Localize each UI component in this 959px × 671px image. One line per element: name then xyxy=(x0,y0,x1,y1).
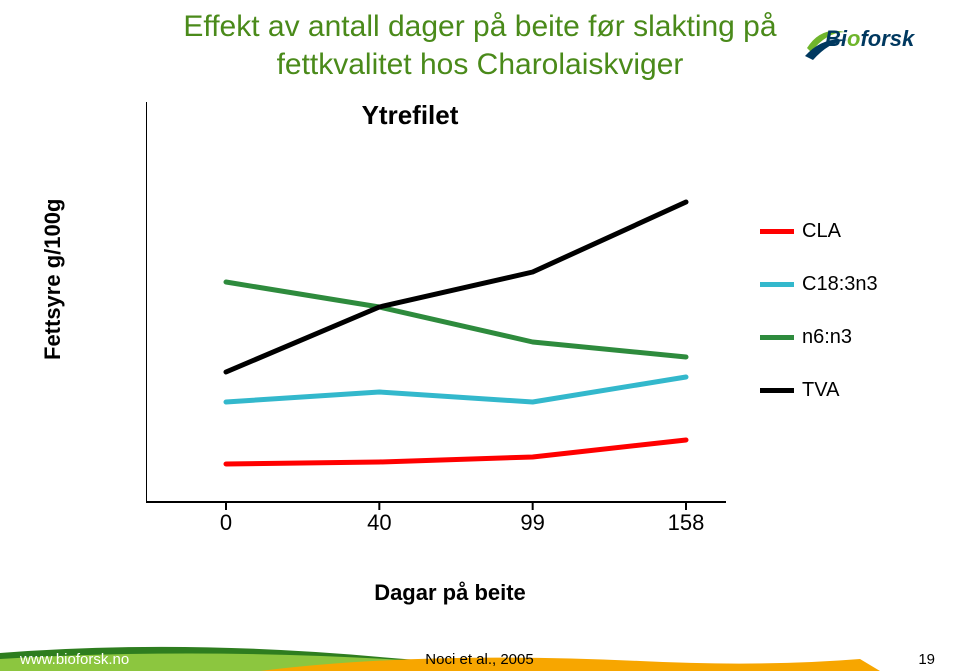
legend-label: TVA xyxy=(802,379,839,402)
logo-text: Bioforsk xyxy=(825,26,914,52)
legend-item-n6:n3: n6:n3 xyxy=(760,326,890,349)
legend: CLA C18:3n3 n6:n3 TVA xyxy=(760,220,890,432)
legend-swatch xyxy=(760,335,794,340)
slide-title: Effekt av antall dager på beite før slak… xyxy=(40,8,920,83)
chart-container: Ytrefilet Fettsyre g/100g 01234 04099158… xyxy=(80,100,880,600)
legend-swatch xyxy=(760,282,794,287)
legend-item-TVA: TVA xyxy=(760,379,890,402)
svg-text:0: 0 xyxy=(220,510,232,532)
page-number: 19 xyxy=(918,651,935,668)
footer-citation: Noci et al., 2005 xyxy=(0,651,959,668)
legend-item-C18:3n3: C18:3n3 xyxy=(760,273,890,296)
legend-label: CLA xyxy=(802,220,841,243)
series-n6:n3 xyxy=(226,282,686,357)
line-chart: 01234 04099158 xyxy=(146,102,746,532)
svg-text:40: 40 xyxy=(367,510,391,532)
axes xyxy=(146,102,726,502)
title-line1: Effekt av antall dager på beite før slak… xyxy=(183,10,776,43)
legend-swatch xyxy=(760,229,794,234)
x-axis-label: Dagar på beite xyxy=(120,580,780,606)
series-C18:3n3 xyxy=(226,377,686,402)
x-ticks: 0 40 99 158 xyxy=(220,502,704,532)
title-line2: fettkvalitet hos Charolaiskviger xyxy=(277,48,684,81)
legend-swatch xyxy=(760,388,794,393)
series-TVA xyxy=(226,202,686,372)
y-axis-label: Fettsyre g/100g xyxy=(40,199,66,360)
legend-item-CLA: CLA xyxy=(760,220,890,243)
series-lines xyxy=(226,202,686,464)
footer: www.bioforsk.no Noci et al., 2005 19 xyxy=(0,645,959,671)
series-CLA xyxy=(226,440,686,464)
legend-label: C18:3n3 xyxy=(802,273,878,296)
logo-suffix: forsk xyxy=(860,26,914,51)
legend-label: n6:n3 xyxy=(802,326,852,349)
bioforsk-logo: Bioforsk xyxy=(809,18,929,66)
logo-o: o xyxy=(847,26,860,51)
svg-text:158: 158 xyxy=(668,510,705,532)
logo-prefix: Bi xyxy=(825,26,847,51)
svg-text:99: 99 xyxy=(520,510,544,532)
